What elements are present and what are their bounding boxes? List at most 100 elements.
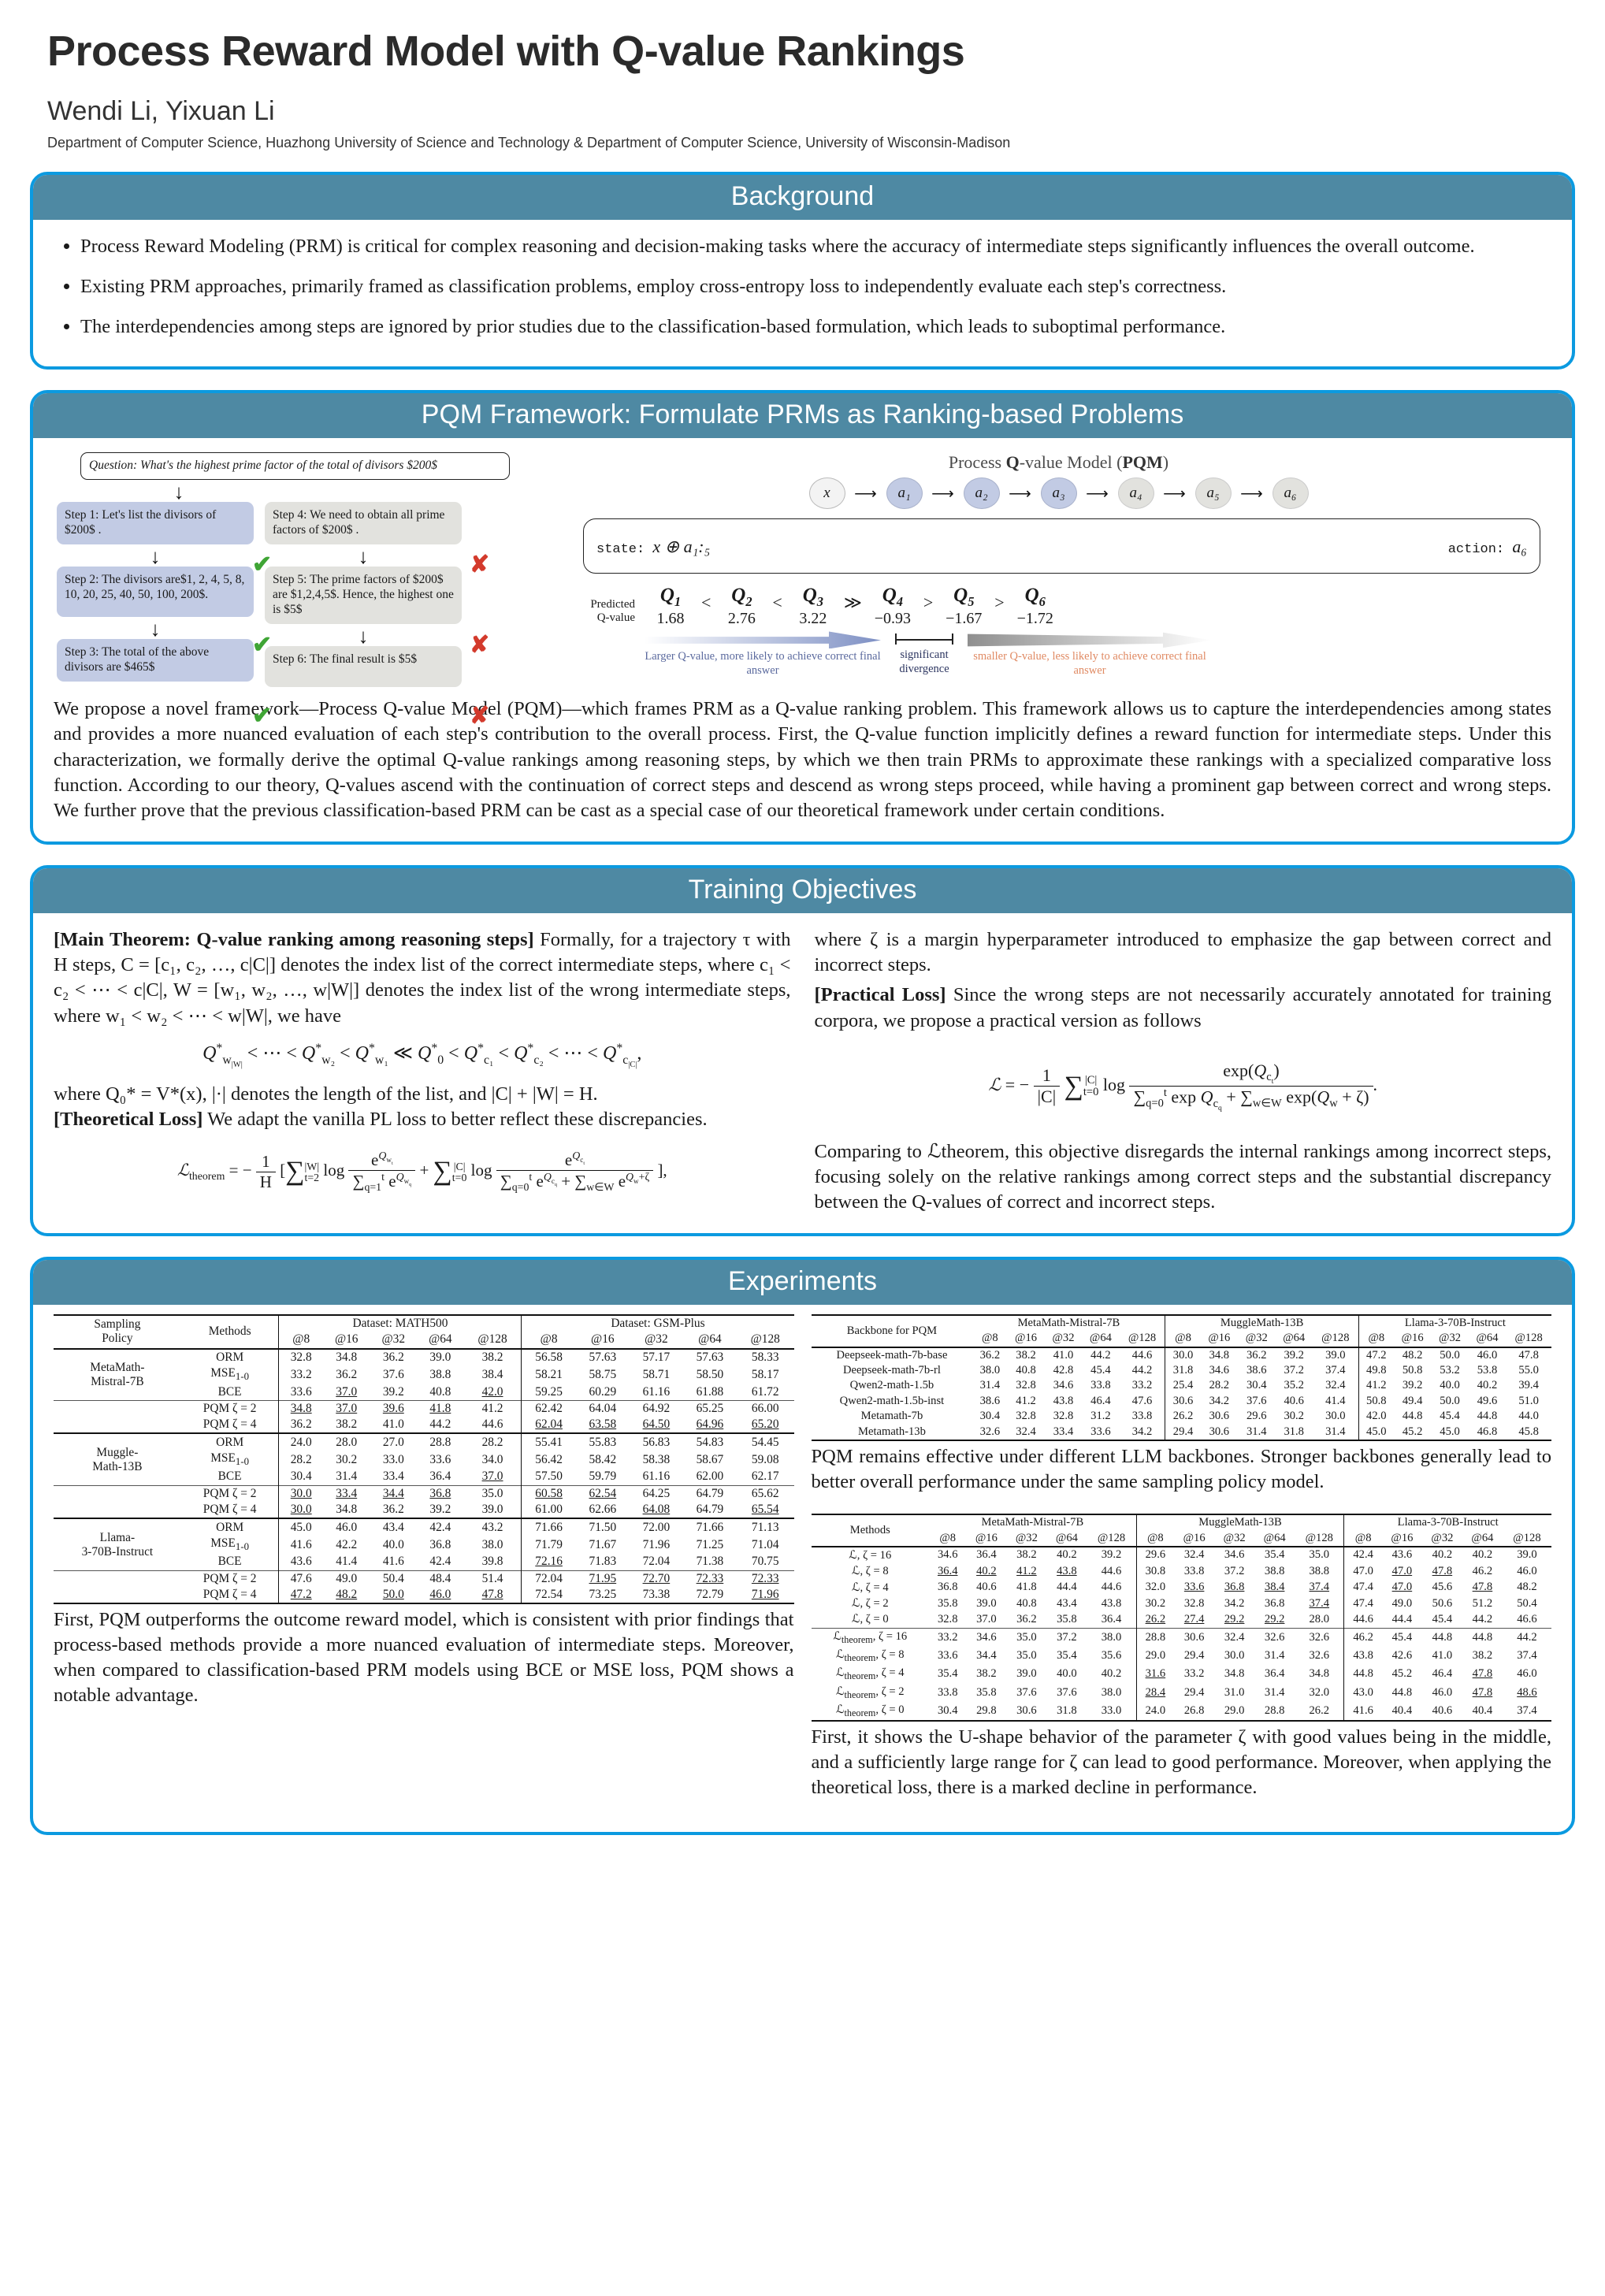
table-cell: 42.4 (429, 1520, 451, 1534)
table-cell: 41.8 (1016, 1581, 1037, 1594)
table-cell: 29.0 (1135, 1646, 1175, 1666)
table-cell: 36.8 (1224, 1581, 1245, 1594)
framework-paragraph: We propose a novel framework—Process Q-v… (54, 697, 1551, 822)
table-cell: 34.8 (1224, 1667, 1245, 1681)
table-cell: 62.54 (589, 1486, 617, 1500)
table-cell: 41.2 (481, 1401, 503, 1415)
section-background: Background Process Reward Modeling (PRM)… (30, 172, 1575, 370)
table-cell: 59.08 (751, 1452, 779, 1466)
table-cell: 42.4 (429, 1555, 451, 1569)
qvalue-6: Q6 −1.72 (1006, 585, 1064, 628)
column-header: @16 (1391, 1531, 1414, 1544)
table-cell: 36.8 (937, 1581, 958, 1594)
table-cell: 27.0 (382, 1435, 404, 1449)
caption-backbone: PQM remains effective under different LL… (811, 1445, 1552, 1492)
table-cell: 38.0 (979, 1364, 1001, 1377)
table-cell: 40.8 (429, 1384, 451, 1399)
table-cell: 34.6 (1053, 1379, 1074, 1392)
table-cell: 47.8 (1432, 1564, 1453, 1577)
table-cell: 71.95 (589, 1571, 617, 1585)
step-box-5: Step 5: The prime factors of $200$ are $… (265, 567, 462, 624)
relation-symbol: ≫ (843, 592, 862, 612)
table-cell: 65.20 (751, 1417, 779, 1432)
table-cell: 40.8 (1016, 1596, 1037, 1610)
row-method-label: PQM ζ = 4 (202, 1503, 257, 1517)
column-header: @64 (698, 1332, 722, 1347)
table-cell: 28.8 (429, 1435, 451, 1449)
column-header: @8 (1135, 1530, 1175, 1547)
table-cell: 32.4 (1183, 1548, 1205, 1562)
table-cell: 32.8 (1183, 1596, 1205, 1610)
column-header: @32 (1223, 1531, 1246, 1544)
row-method-label: ORM (216, 1520, 244, 1534)
table-cell: 56.58 (521, 1348, 576, 1365)
table-cell: 34.2 (1209, 1394, 1230, 1407)
table-cell: 34.8 (278, 1400, 323, 1417)
table-cell: 62.00 (696, 1469, 724, 1484)
table-cell: 39.2 (382, 1384, 404, 1399)
table-cell: 44.2 (429, 1417, 451, 1432)
pqm-diagram-title: Process Q-value Model (PQM) (948, 452, 1169, 473)
table-cell: 29.6 (1246, 1410, 1267, 1423)
practical-loss-label: [Practical Loss] (814, 984, 946, 1006)
row-policy-label (54, 1570, 181, 1603)
table-cell: 41.0 (382, 1417, 404, 1432)
table-cell: 24.0 (1135, 1701, 1175, 1721)
arrow-down-icon (80, 482, 277, 500)
table-cell: 34.4 (976, 1648, 997, 1662)
table-cell: 31.4 (1264, 1685, 1285, 1699)
qvalue-4: Q4 −0.93 (864, 585, 922, 628)
table-cell: 44.2 (1090, 1348, 1111, 1362)
table-cell: 31.4 (1264, 1648, 1285, 1662)
table-cell: 30.0 (278, 1485, 323, 1503)
table-cell: 42.6 (1391, 1648, 1413, 1662)
table-cell: 42.8 (1053, 1364, 1074, 1377)
node-a2: a₂ (963, 477, 1000, 510)
table-cell: 30.0 (1325, 1410, 1346, 1423)
table-cell: 51.0 (1518, 1394, 1539, 1407)
table-cell: 40.2 (976, 1564, 997, 1577)
table-cell: 35.0 (481, 1486, 503, 1500)
table-cell: 58.42 (589, 1452, 617, 1466)
table-cell: 33.4 (1053, 1425, 1074, 1438)
table-cell: 43.8 (1343, 1646, 1382, 1666)
table-row: ℒ, ζ = 16 34.6 36.4 38.2 40.2 39.2 29.6 32.4 34.… (811, 1546, 1551, 1564)
table-cell: 71.50 (589, 1520, 617, 1534)
background-bullet-list: Process Reward Modeling (PRM) is critica… (54, 234, 1551, 340)
table-cell: 57.17 (642, 1350, 671, 1364)
arrow-down-icon (57, 547, 254, 564)
section-title-experiments: Experiments (33, 1259, 1572, 1305)
table-cell: 33.8 (937, 1685, 958, 1699)
table-cell: 30.2 (1135, 1595, 1175, 1612)
table-cell: 28.8 (1135, 1628, 1175, 1647)
table-cell: 28.4 (1135, 1683, 1175, 1702)
table-cell: 32.8 (1053, 1410, 1074, 1423)
table-cell: 29.2 (1264, 1612, 1285, 1625)
table-cell: 30.4 (937, 1703, 958, 1717)
table-cell: 33.6 (937, 1648, 958, 1662)
table-cell: 30.8 (1135, 1563, 1175, 1580)
table-cell: 73.25 (589, 1588, 617, 1602)
theoretical-loss-label: [Theoretical Loss] (54, 1109, 203, 1131)
table-cell: 40.2 (1432, 1548, 1453, 1562)
column-header: @32 (1439, 1332, 1462, 1345)
table-cell: 60.58 (521, 1485, 576, 1503)
column-header: @8 (939, 1531, 957, 1544)
experiments-left-column: Sampling Policy Methods Dataset: MATH500 Dat… (54, 1314, 794, 1819)
column-header: @8 (1165, 1331, 1201, 1347)
step-box-1: Step 1: Let's list the divisors of $200$… (57, 502, 254, 545)
column-header: @64 (1471, 1531, 1494, 1544)
table-cell: 47.0 (1391, 1581, 1413, 1594)
table-cell: 37.6 (1057, 1685, 1077, 1699)
table-cell: 36.2 (336, 1367, 358, 1381)
node-a3: a₃ (1040, 477, 1077, 510)
table-cell: 71.25 (696, 1537, 724, 1551)
table-cell: 46.0 (1517, 1667, 1537, 1681)
table-cell: 42.0 (1358, 1409, 1394, 1425)
table-cell: 41.6 (1343, 1701, 1382, 1721)
table-cell: 34.6 (1209, 1364, 1230, 1377)
table-cell: 58.75 (589, 1367, 617, 1381)
column-header: @32 (645, 1332, 668, 1347)
table-cell: 55.0 (1518, 1364, 1539, 1377)
table-cell: 26.2 (1165, 1409, 1201, 1425)
